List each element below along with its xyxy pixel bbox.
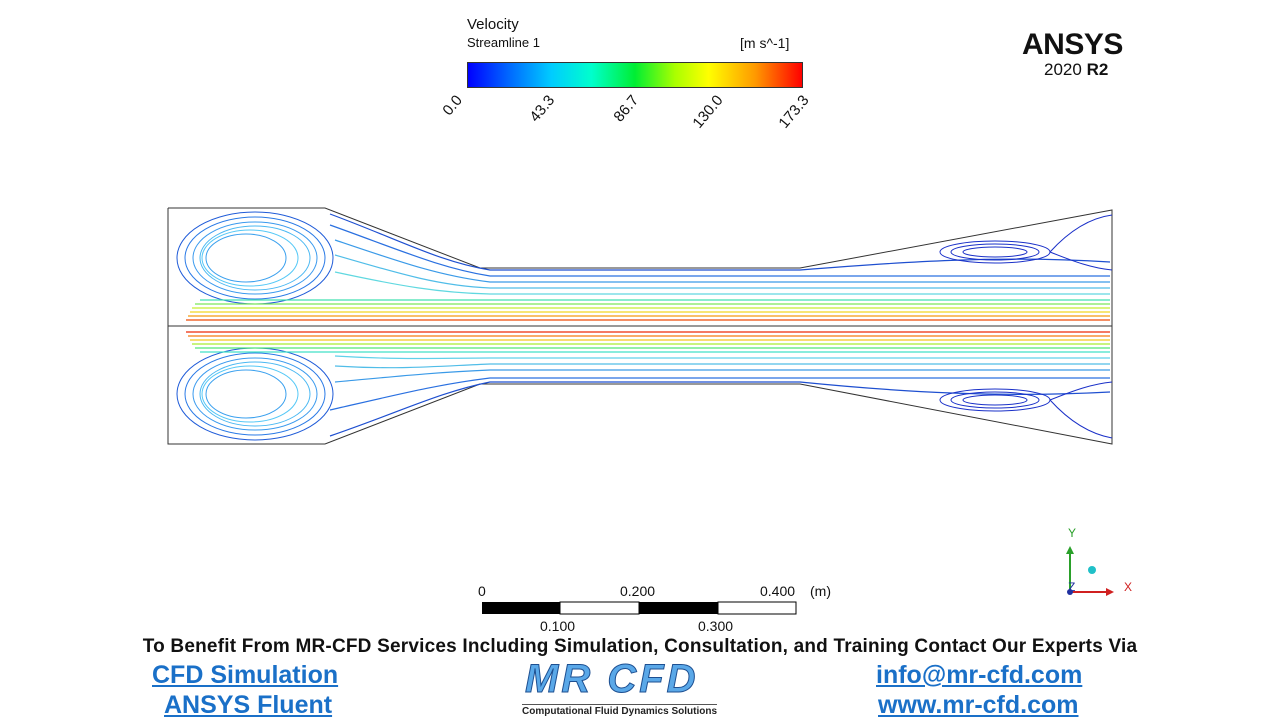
upper-left-vortex	[176, 211, 334, 305]
z-axis-label: Z	[1068, 580, 1076, 594]
y-axis-label: Y	[1068, 526, 1077, 540]
link-email[interactable]: info@mr-cfd.com	[876, 661, 1083, 689]
link-ansys-fluent[interactable]: ANSYS Fluent	[164, 691, 333, 719]
ansys-logo: ANSYS	[1022, 28, 1123, 61]
version-release: R2	[1086, 60, 1109, 79]
right-vortices	[939, 214, 1113, 439]
scale-unit: (m)	[810, 583, 831, 599]
scale-label-100: 0.100	[540, 618, 576, 634]
scale-label-300: 0.300	[698, 618, 734, 634]
x-axis-label: X	[1124, 580, 1133, 594]
axis-triad[interactable]	[1058, 540, 1118, 602]
mr-cfd-tagline: Computational Fluid Dynamics Solutions	[522, 704, 718, 717]
upper-streamlines	[186, 213, 1111, 321]
scale-label-200: 0.200	[620, 583, 656, 599]
scale-bar	[482, 601, 797, 615]
legend-title: Velocity	[467, 16, 519, 33]
link-cfd-simulation[interactable]: CFD Simulation	[152, 661, 339, 689]
link-website[interactable]: www.mr-cfd.com	[878, 691, 1079, 719]
lower-streamlines	[186, 331, 1111, 437]
legend-subtitle: Streamline 1	[467, 35, 540, 50]
scale-label-400: 0.400	[760, 583, 796, 599]
lower-left-vortex	[176, 347, 334, 441]
scale-label-0: 0	[478, 583, 486, 599]
mr-cfd-logo: MR CFD	[525, 657, 699, 702]
geometry-outline	[167, 207, 1113, 445]
legend-unit: [m s^-1]	[740, 35, 790, 51]
version-year: 2020	[1044, 60, 1082, 79]
footer-cta: To Benefit From MR-CFD Services Includin…	[142, 636, 1138, 657]
ansys-version: 2020 R2	[1044, 60, 1108, 80]
velocity-colorbar	[467, 62, 803, 88]
